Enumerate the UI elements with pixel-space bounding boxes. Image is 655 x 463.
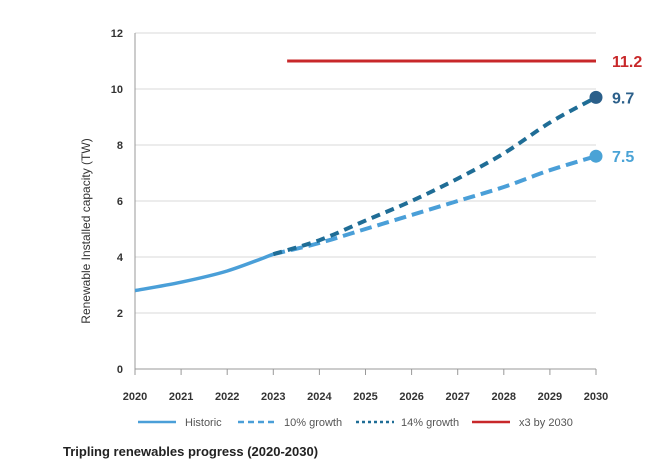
y-tick-6: 6: [117, 196, 123, 208]
x-tick-2020: 2020: [123, 391, 147, 403]
y-axis-title: Renewable Installed capacity (TW): [79, 138, 93, 323]
end-label-1: 9.7: [612, 90, 634, 107]
end-point-14-growth: [589, 90, 603, 104]
end-point-10-growth: [589, 149, 603, 163]
chart-title: Tripling renewables progress (2020-2030): [63, 444, 319, 459]
x-tick-2023: 2023: [261, 391, 285, 403]
end-label-2: 7.5: [612, 149, 634, 166]
x-tick-2026: 2026: [399, 391, 423, 403]
x-tick-2027: 2027: [445, 391, 469, 403]
gridlines: [135, 32, 596, 370]
series-line-10-growth: [272, 154, 597, 257]
y-tick-10: 10: [111, 84, 123, 96]
data-labels: 11.2 9.7 7.5: [612, 54, 642, 166]
x-tick-2024: 2024: [307, 391, 332, 403]
y-tick-12: 12: [111, 28, 123, 40]
end-label-0: 11.2: [612, 54, 642, 71]
series-line-14-growth: [272, 95, 597, 257]
x-tick-2025: 2025: [353, 391, 377, 403]
legend-label-x3-by-2030: x3 by 2030: [519, 417, 573, 429]
y-tick-2: 2: [117, 308, 123, 320]
series-lines: [134, 59, 603, 293]
x-tick-2030: 2030: [584, 391, 608, 403]
y-tick-4: 4: [117, 252, 124, 264]
chart: 0 2 4 6 8 10 12 2020 2021 2022 2023 2024 2025 2026 202…: [79, 28, 642, 429]
legend-label-14-growth: 14% growth: [401, 417, 459, 429]
x-tick-2029: 2029: [538, 391, 562, 403]
x-tick-2022: 2022: [215, 391, 239, 403]
series-line-historic: [134, 252, 274, 293]
legend-label-historic: Historic: [185, 417, 222, 429]
x-tick-2028: 2028: [492, 391, 516, 403]
y-tick-0: 0: [117, 364, 123, 376]
x-tick-2021: 2021: [169, 391, 193, 403]
legend: Historic 10% growth 14% growth x3 by 2030: [138, 417, 573, 429]
legend-label-10-growth: 10% growth: [284, 417, 342, 429]
axes: 0 2 4 6 8 10 12 2020 2021 2022 2023 2024 2025 2026 202…: [79, 28, 608, 403]
y-tick-8: 8: [117, 140, 123, 152]
